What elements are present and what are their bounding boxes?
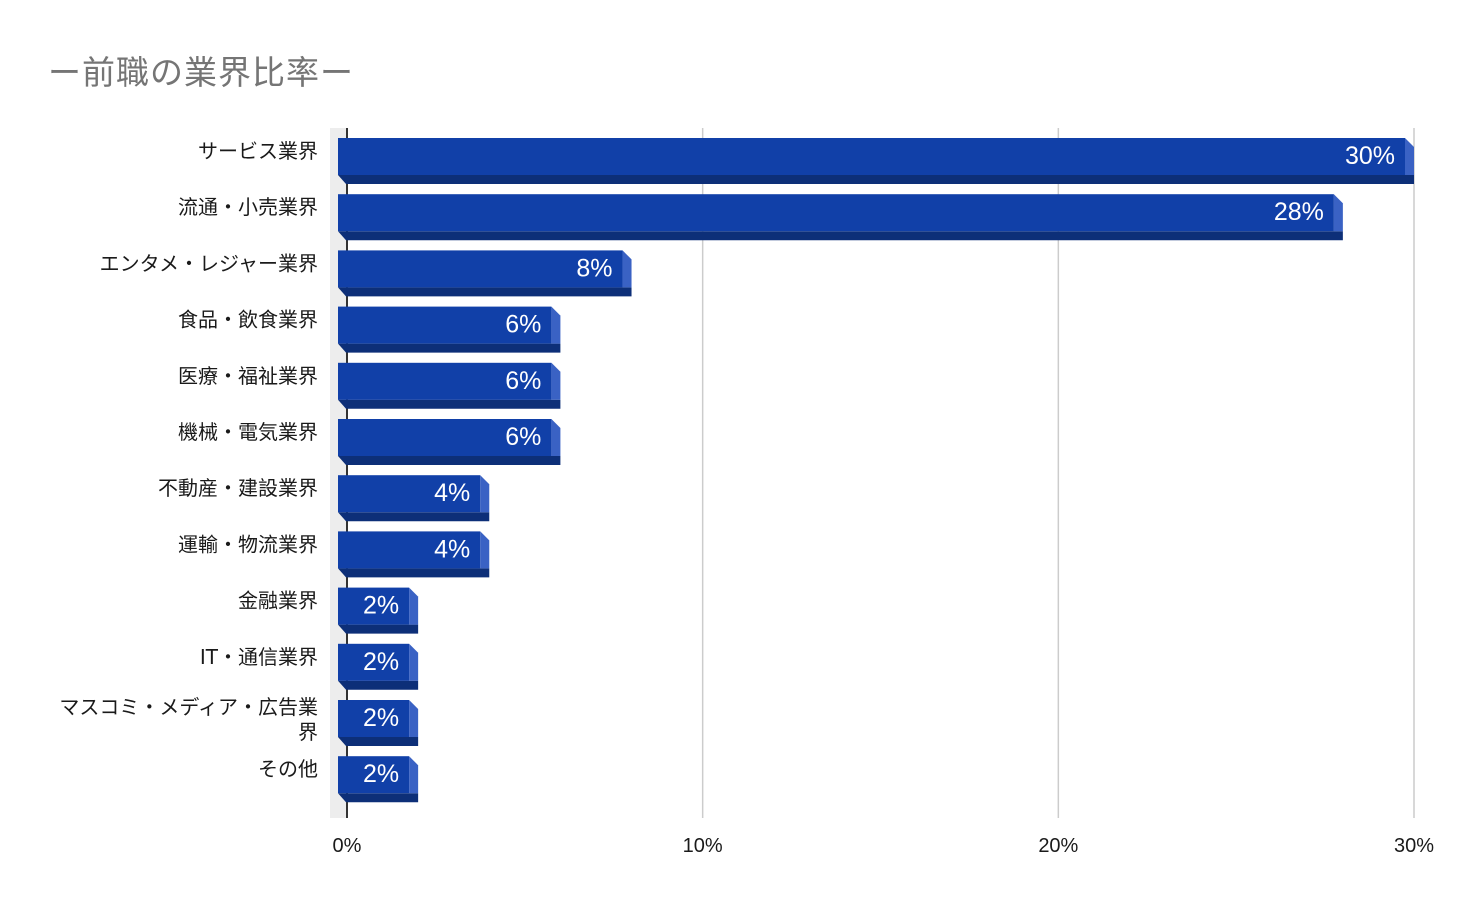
bars: 30% 28% 8% 6% 6% 6% 4% 4% 2% 2% 2% 2% [338,138,1414,803]
bar-side [1405,138,1414,175]
data-label: 6% [505,367,541,395]
category-label: 食品・飲食業界 [178,308,318,332]
category-label: エンタメ・レジャー業界 [100,251,318,275]
bar-shadow [338,568,490,578]
bar-shadow [338,737,419,746]
data-label: 2% [363,704,399,732]
category-label: 不動産・建設業界 [158,476,318,500]
category-label: サービス業界 [198,139,318,163]
bar: 2% [338,756,419,803]
bar-face [338,643,410,681]
bar-face [338,306,552,344]
bar: 4% [338,531,490,578]
bar-face [338,250,623,288]
category-label: 流通・小売業界 [178,195,318,219]
bar-face [338,362,552,400]
bar-shadow [338,512,490,522]
category-label: 金融業界 [238,589,318,613]
bar: 8% [338,250,632,297]
data-label: 8% [576,254,612,282]
bar-face [338,419,552,456]
chart-title: ー前職の業界比率ー [48,53,354,92]
bar: 6% [338,306,561,353]
x-tick-label: 10% [683,835,723,857]
bar-face [338,138,1405,175]
bar: 4% [338,475,490,522]
data-label: 6% [505,423,541,451]
bar-shadow [338,287,632,297]
bar-shadow [338,624,419,634]
bar-face [338,194,1334,232]
x-tick-label: 20% [1038,835,1078,857]
bar-side [480,531,490,569]
x-tick-label: 30% [1394,835,1434,857]
category-label: 機械・電気業界 [178,420,318,444]
category-label: 医療・福祉業界 [178,364,318,388]
data-label: 2% [363,648,399,676]
bar: 2% [338,587,419,634]
x-axis-ticks: 0% 10% 20% 30% [333,835,1435,857]
category-label: その他 [258,757,318,781]
bar-side [1333,194,1343,232]
bar: 30% [338,138,1414,184]
bar-shadow [338,793,419,803]
x-tick-label: 0% [333,835,362,857]
category-labels: サービス業界流通・小売業界エンタメ・レジャー業界食品・飲食業界医療・福祉業界機械… [59,139,318,781]
category-label: マスコミ・メディア・広告業界 [59,695,318,744]
bar-side [409,643,419,681]
data-label: 4% [434,479,470,507]
bar-face [338,475,481,513]
bar: 2% [338,700,419,746]
data-label: 2% [363,592,399,620]
bar-shadow [338,343,561,353]
bar-face [338,587,410,625]
bar: 2% [338,643,419,690]
bar-side [551,419,561,456]
bar-side [551,306,561,344]
bar: 6% [338,419,561,465]
bar-shadow [338,456,561,465]
bar: 6% [338,362,561,409]
bar-side [409,756,419,794]
data-label: 30% [1345,142,1395,170]
bar-side [480,475,490,513]
data-label: 28% [1274,198,1324,226]
bar-side [409,700,419,737]
bar-shadow [338,680,419,690]
bar-side [622,250,632,288]
bar-shadow [338,399,561,409]
bar-side [551,362,561,400]
bar-face [338,531,481,569]
bar-shadow [338,175,1414,184]
category-label: 運輸・物流業界 [178,532,318,556]
bar-face [338,700,410,737]
bar-shadow [338,231,1343,241]
category-label: IT・通信業界 [200,645,318,669]
data-label: 4% [434,535,470,563]
data-label: 6% [505,311,541,339]
bar-side [409,587,419,625]
data-label: 2% [363,760,399,788]
bar-face [338,756,410,794]
bar: 28% [338,194,1343,241]
